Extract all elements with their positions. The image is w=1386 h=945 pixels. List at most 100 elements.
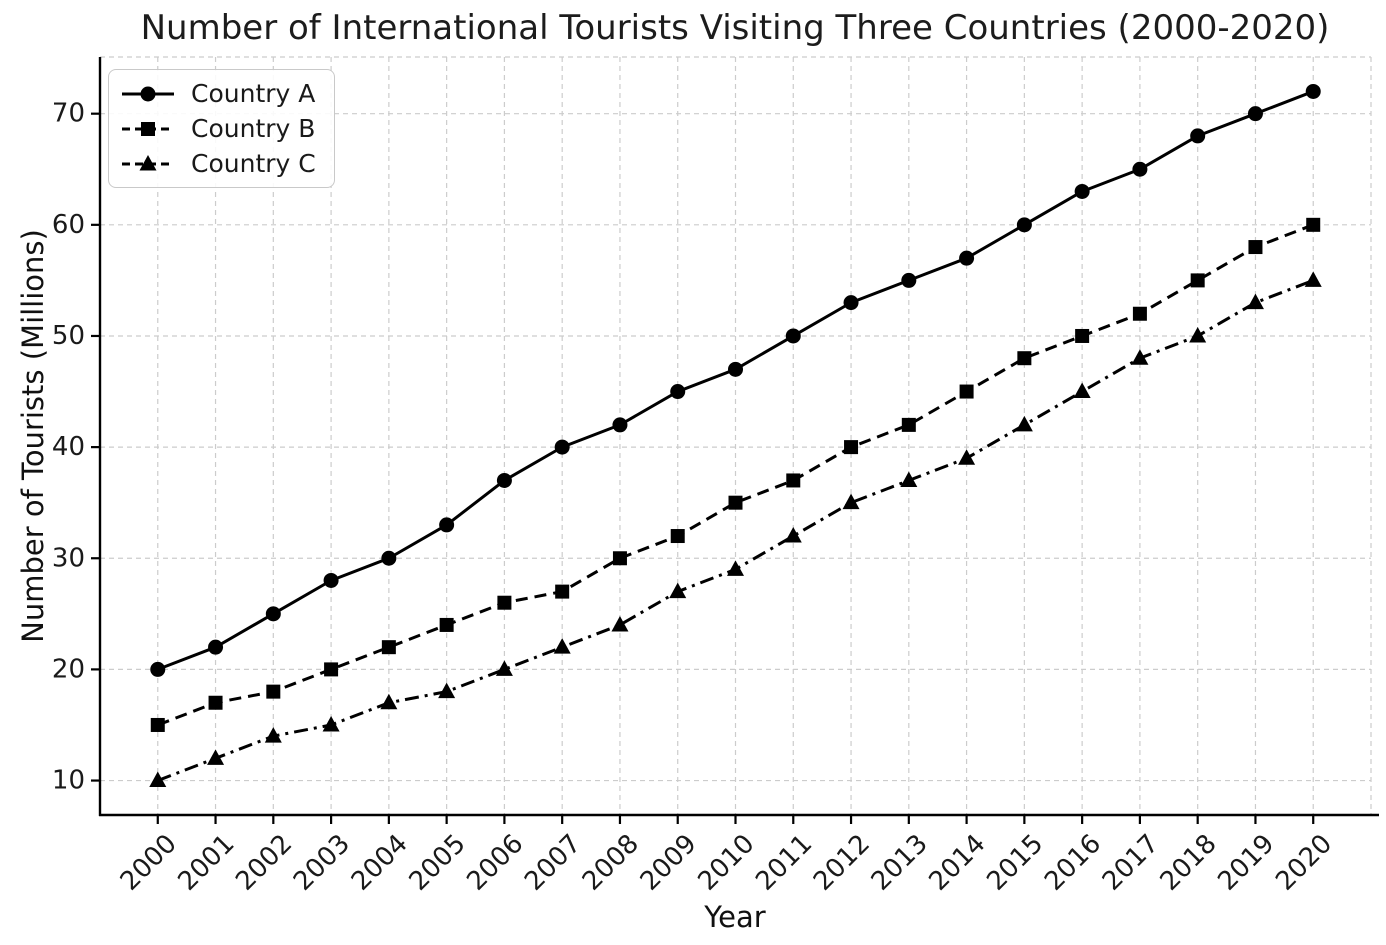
series-country-c-marker: [1073, 382, 1091, 399]
legend-item-country-a: Country A: [120, 77, 316, 110]
series-country-c-marker: [495, 660, 513, 676]
series-country-c-marker: [1246, 293, 1264, 310]
x-tick-label: 2009: [635, 829, 703, 897]
series-country-c-marker: [1015, 415, 1033, 432]
series-country-a-marker: [496, 472, 512, 488]
series-country-c-marker: [611, 615, 629, 632]
series-country-c-marker: [553, 638, 571, 654]
series-country-c-marker: [727, 560, 744, 576]
series-country-a-marker: [959, 250, 975, 266]
legend-label-country-a: Country A: [191, 79, 316, 108]
series-country-c-marker: [438, 682, 456, 699]
series-country-a-marker: [150, 661, 166, 677]
series-country-b-line: [157, 223, 1314, 727]
series-country-b-marker: [497, 595, 512, 610]
series-country-a-marker: [901, 272, 917, 288]
x-tick-label: 2012: [808, 829, 876, 897]
y-tick-label: 20: [52, 654, 85, 684]
series-country-a-marker: [843, 295, 859, 311]
legend-line-square-icon: [122, 121, 174, 136]
series-country-c-marker: [669, 582, 687, 599]
series-country-c: [149, 271, 1322, 788]
x-tick-label: 2013: [866, 829, 934, 897]
series-country-a-marker: [785, 328, 801, 344]
y-tick-label: 50: [52, 321, 85, 351]
series-country-c-marker: [900, 471, 918, 487]
x-tick-label: 2006: [461, 829, 529, 897]
series-country-a-marker: [1132, 161, 1148, 177]
series-country-c-marker: [842, 493, 860, 510]
series-country-b-marker: [555, 584, 570, 599]
series-country-b-marker: [901, 417, 916, 432]
y-tick-label: 30: [52, 543, 85, 573]
series-country-b-marker: [1248, 240, 1263, 255]
series-country-a-marker: [728, 361, 743, 377]
series-country-c-marker: [1304, 271, 1322, 287]
series-country-c-marker: [322, 715, 340, 732]
series-country-c-marker: [380, 693, 398, 710]
legend-item-country-c: Country C: [120, 147, 316, 180]
series-country-a-marker: [323, 572, 339, 588]
series-country-b-marker: [266, 684, 281, 699]
x-tick-label: 2020: [1270, 829, 1338, 897]
series-country-b-marker: [1017, 351, 1032, 366]
x-tick-label: 2002: [230, 829, 298, 897]
x-tick-label: 2000: [115, 829, 183, 897]
x-tick-label: 2014: [924, 829, 992, 897]
x-tick-label: 2016: [1039, 829, 1107, 897]
series-country-a-marker: [1190, 128, 1206, 144]
x-tick-label: 2004: [346, 829, 414, 897]
series-country-c-marker: [784, 527, 802, 543]
series-country-b-marker: [1132, 306, 1147, 321]
legend-line-circle-icon: [122, 86, 174, 101]
series-country-b-marker: [1075, 328, 1090, 343]
x-tick-label: 2003: [288, 829, 356, 897]
series-country-a-marker: [208, 639, 224, 655]
legend-line-triangle-icon: [122, 154, 174, 170]
x-tick-label: 2007: [519, 829, 587, 897]
chart-title: Number of International Tourists Visitin…: [140, 8, 1330, 48]
series-country-c-marker: [958, 449, 976, 465]
series-country-c-marker: [149, 771, 167, 788]
y-tick-label: 40: [52, 432, 85, 462]
series-country-b-marker: [324, 662, 339, 677]
x-tick-label: 2018: [1155, 829, 1223, 897]
series-country-b-marker: [208, 695, 223, 710]
series-country-b-marker: [959, 384, 974, 399]
y-tick-label: 70: [52, 99, 85, 129]
x-tick-label: 2015: [981, 829, 1049, 897]
legend-item-country-b: Country B: [120, 112, 316, 145]
legend-sample-marker: [139, 154, 157, 170]
series-country-c-marker: [1131, 349, 1149, 365]
series-country-b-marker: [612, 551, 627, 566]
series-country-b-marker: [1306, 217, 1321, 232]
series-country-a-marker: [1016, 217, 1032, 233]
series-country-a: [150, 83, 1321, 677]
legend: Country A Country B Country C: [108, 69, 335, 188]
x-tick-label: 2008: [577, 829, 645, 897]
series-country-b-marker: [150, 717, 165, 732]
series-country-b-marker: [1190, 273, 1205, 288]
series-country-a-marker: [265, 606, 281, 622]
series-country-a-marker: [612, 417, 628, 433]
legend-label-country-b: Country B: [191, 114, 316, 143]
series-country-b-marker: [670, 529, 685, 544]
series-country-b-marker: [381, 640, 396, 655]
legend-sample-marker: [141, 121, 155, 136]
series-country-c-marker: [207, 749, 225, 765]
y-axis-label: Number of Tourists (Millions): [16, 229, 50, 643]
x-tick-label: 2005: [404, 829, 472, 897]
y-tick-label: 60: [52, 210, 85, 240]
x-tick-label: 2017: [1097, 829, 1165, 897]
x-tick-label: 2019: [1212, 829, 1280, 897]
x-tick-label: 2001: [173, 829, 241, 897]
series-country-c-marker: [264, 727, 282, 743]
series-country-a-marker: [670, 384, 686, 400]
x-tick-label: 2011: [750, 829, 818, 897]
series-country-b: [150, 217, 1321, 732]
series-country-b-marker: [844, 440, 859, 455]
series-country-c-marker: [1189, 326, 1207, 343]
series-country-b-marker: [728, 495, 743, 510]
series-country-a-marker: [1305, 83, 1321, 99]
